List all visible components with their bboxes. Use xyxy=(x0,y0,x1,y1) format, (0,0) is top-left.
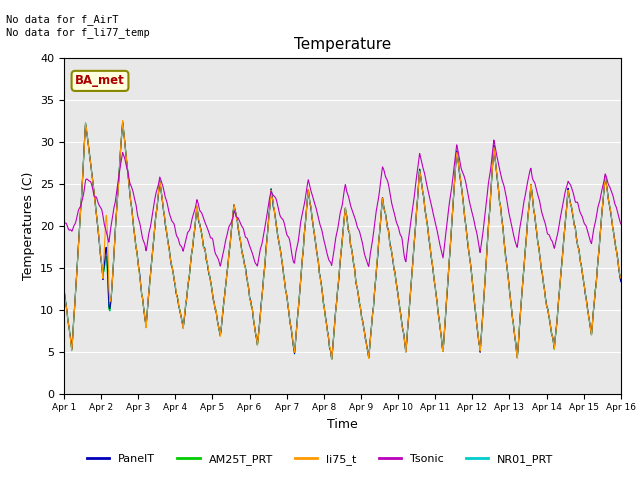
PanelT xyxy=(499,225,507,231)
NR01_PRT xyxy=(468,269,476,275)
li75_t xyxy=(60,286,68,291)
Text: BA_met: BA_met xyxy=(75,74,125,87)
Legend: PanelT, AM25T_PRT, li75_t, Tsonic, NR01_PRT: PanelT, AM25T_PRT, li75_t, Tsonic, NR01_… xyxy=(83,450,557,469)
Line: AM25T_PRT: AM25T_PRT xyxy=(64,121,621,359)
NR01_PRT xyxy=(499,224,507,230)
li75_t xyxy=(499,226,507,232)
AM25T_PRT xyxy=(161,212,168,217)
PanelT xyxy=(616,275,624,281)
Tsonic xyxy=(160,189,168,194)
Line: li75_t: li75_t xyxy=(64,120,621,360)
AM25T_PRT xyxy=(119,118,127,124)
AM25T_PRT xyxy=(468,269,476,275)
PanelT xyxy=(328,356,335,362)
Y-axis label: Temperatures (C): Temperatures (C) xyxy=(22,171,35,280)
AM25T_PRT xyxy=(616,276,624,282)
AM25T_PRT xyxy=(322,316,330,322)
Tsonic xyxy=(490,137,498,143)
Tsonic xyxy=(365,264,372,269)
li75_t xyxy=(119,118,127,123)
AM25T_PRT xyxy=(617,278,625,284)
li75_t xyxy=(436,329,444,335)
Tsonic xyxy=(60,220,68,226)
Line: Tsonic: Tsonic xyxy=(64,140,621,266)
li75_t xyxy=(616,274,624,280)
li75_t xyxy=(328,357,335,362)
Title: Temperature: Temperature xyxy=(294,37,391,52)
NR01_PRT xyxy=(119,119,127,125)
li75_t xyxy=(161,212,168,217)
Line: PanelT: PanelT xyxy=(64,122,621,359)
AM25T_PRT xyxy=(328,356,335,362)
AM25T_PRT xyxy=(499,226,507,231)
li75_t xyxy=(468,269,476,275)
AM25T_PRT xyxy=(436,328,444,334)
AM25T_PRT xyxy=(60,287,68,292)
NR01_PRT xyxy=(617,278,625,284)
NR01_PRT xyxy=(328,357,335,362)
X-axis label: Time: Time xyxy=(327,418,358,431)
NR01_PRT xyxy=(322,315,330,321)
PanelT xyxy=(60,287,68,292)
Tsonic xyxy=(617,221,625,227)
Tsonic xyxy=(467,207,475,213)
Tsonic xyxy=(436,244,444,250)
NR01_PRT xyxy=(60,286,68,292)
Tsonic xyxy=(499,180,507,186)
NR01_PRT xyxy=(616,276,624,281)
li75_t xyxy=(322,316,330,322)
PanelT xyxy=(322,315,330,321)
Tsonic xyxy=(322,244,330,250)
PanelT xyxy=(436,329,444,335)
PanelT xyxy=(617,279,625,285)
PanelT xyxy=(468,269,476,275)
PanelT xyxy=(119,120,127,125)
li75_t xyxy=(617,276,625,281)
Line: NR01_PRT: NR01_PRT xyxy=(64,122,621,360)
PanelT xyxy=(161,212,168,217)
Tsonic xyxy=(616,219,624,225)
NR01_PRT xyxy=(161,212,168,217)
Text: No data for f_AirT
No data for f_li77_temp: No data for f_AirT No data for f_li77_te… xyxy=(6,14,150,38)
NR01_PRT xyxy=(436,328,444,334)
